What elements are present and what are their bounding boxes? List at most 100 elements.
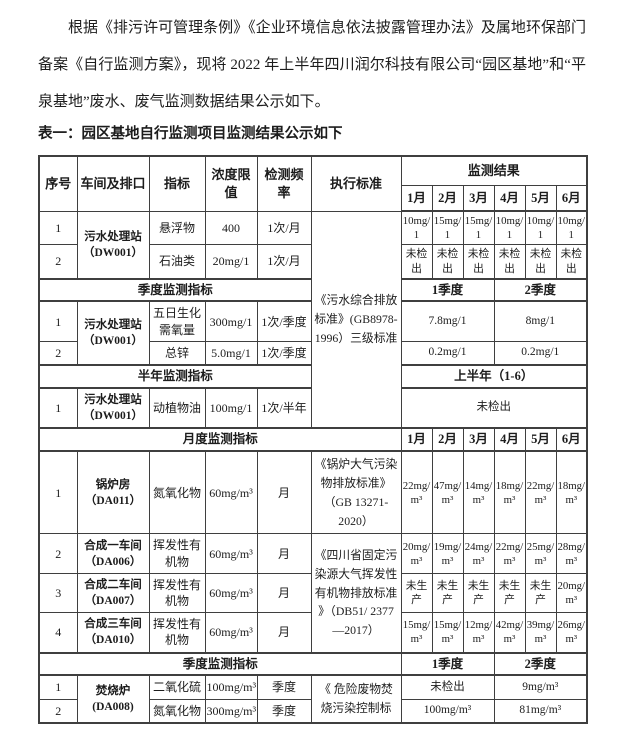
workshop-outlet: 污水处理站（DW001）: [76, 387, 150, 429]
header-cell-workshop: 车间及排口: [76, 155, 150, 212]
result: 20mg/m³: [555, 572, 588, 614]
indicator: 悬浮物: [148, 210, 206, 246]
limit: 60mg/m³: [204, 612, 258, 654]
quarter-header: 2季度: [493, 277, 588, 303]
result: 24mg/m³: [462, 533, 495, 574]
indicator: 五日生化需氧量: [148, 300, 206, 342]
quarter-header: 1季度: [400, 651, 495, 677]
header-cell-limit: 浓度限值: [204, 155, 258, 212]
frequency: 1次/月: [256, 210, 312, 246]
workshop-outlet: 合成一车间（DA006）: [76, 533, 150, 574]
month-header: 6月: [555, 184, 588, 213]
result: 25mg/m³: [524, 533, 557, 574]
limit: 400: [204, 210, 258, 246]
header-cell-standard: 执行标准: [310, 155, 402, 212]
limit: 300mg/1: [204, 300, 258, 342]
result: 18mg/m³: [493, 450, 526, 535]
result: 12mg/m³: [462, 612, 495, 654]
section-band: 月度监测指标: [38, 427, 402, 452]
half-year-header: 上半年（1-6）: [400, 363, 588, 389]
result: 0.2mg/1: [400, 340, 495, 366]
limit: 300mg/m³: [204, 698, 258, 724]
result: 7.8mg/1: [400, 300, 495, 342]
result: 26mg/m³: [555, 612, 588, 654]
indicator: 氮氧化物: [148, 698, 206, 724]
result: 未检出: [431, 244, 464, 280]
result: 81mg/m³: [493, 698, 588, 724]
limit: 20mg/1: [204, 244, 258, 280]
month-header: 3月: [462, 427, 495, 452]
result: 15mg/m³: [400, 612, 433, 654]
indicator: 二氧化硫: [148, 674, 206, 700]
result: 47mg/m³: [431, 450, 464, 535]
result: 20mg/m³: [400, 533, 433, 574]
frequency: 月: [256, 572, 312, 614]
result: 15mg/1: [431, 210, 464, 246]
result: 19mg/m³: [431, 533, 464, 574]
frequency: 1次/月: [256, 244, 312, 280]
result: 15mg/1: [462, 210, 495, 246]
month-header: 5月: [524, 427, 557, 452]
intro-paragraph: 根据《排污许可管理条例》《企业环境信息依法披露管理办法》及属地环保部门备案《自行…: [38, 20, 586, 110]
limit: 60mg/m³: [204, 572, 258, 614]
standard: 《四川省固定污染源大气挥发性有机物排放标准 》（DB51/ 2377—2017）: [310, 533, 402, 654]
workshop-outlet: 焚烧炉(DA008): [76, 674, 150, 724]
result: 22mg/m³: [493, 533, 526, 574]
result: 未生产: [493, 572, 526, 614]
row-index: 2: [38, 698, 78, 724]
workshop-outlet: 合成二车间（DA007）: [76, 572, 150, 614]
result: 10mg/1: [493, 210, 526, 246]
result: 未生产: [431, 572, 464, 614]
result: 22mg/m³: [524, 450, 557, 535]
result: 未生产: [462, 572, 495, 614]
month-header: 2月: [431, 427, 464, 452]
month-header: 2月: [431, 184, 464, 213]
result: 未检出: [400, 387, 588, 429]
month-header: 4月: [493, 427, 526, 452]
header-cell-indicator: 指标: [148, 155, 206, 212]
table-caption: 表一：园区基地自行监测项目监测结果公示如下: [38, 126, 343, 143]
limit: 60mg/m³: [204, 450, 258, 535]
result: 未检出: [524, 244, 557, 280]
row-index: 1: [38, 674, 78, 700]
standard: 《污水综合排放标准》(GB8978-1996）三级标准: [310, 210, 402, 429]
month-header: 6月: [555, 427, 588, 452]
limit: 60mg/m³: [204, 533, 258, 574]
monitoring-table-body: 序号 车间及排口 指标 浓度限值 检测频率 执行标准 监测结果 1月 2月 3月 4月 5月 6月 1 污水…: [38, 155, 588, 724]
frequency: 1次/季度: [256, 300, 312, 342]
indicator: 挥发性有机物: [148, 533, 206, 574]
quarter-header: 2季度: [493, 651, 588, 677]
limit: 5.0mg/1: [204, 340, 258, 366]
month-header: 1月: [400, 184, 433, 213]
result: 9mg/m³: [493, 674, 588, 700]
result: 14mg/m³: [462, 450, 495, 535]
row-index: 4: [38, 612, 78, 654]
result: 未检出: [555, 244, 588, 280]
indicator: 氮氧化物: [148, 450, 206, 535]
result: 8mg/1: [493, 300, 588, 342]
month-header: 1月: [400, 427, 433, 452]
result: 未检出: [462, 244, 495, 280]
row-index: 2: [38, 533, 78, 574]
result: 100mg/m³: [400, 698, 495, 724]
frequency: 季度: [256, 698, 312, 724]
result: 未检出: [493, 244, 526, 280]
result: 10mg/1: [555, 210, 588, 246]
indicator: 挥发性有机物: [148, 612, 206, 654]
limit: 100mg/m³: [204, 674, 258, 700]
workshop-outlet: 污水处理站（DW001）: [76, 300, 150, 366]
indicator: 总锌: [148, 340, 206, 366]
frequency: 1次/季度: [256, 340, 312, 366]
result: 42mg/m³: [493, 612, 526, 654]
row-index: 2: [38, 244, 78, 280]
result: 22mg/m³: [400, 450, 433, 535]
frequency: 1次/半年: [256, 387, 312, 429]
section-band: 季度监测指标: [38, 651, 402, 677]
standard: 《锅炉大气污染物排放标准》（GB 13271-2020）: [310, 450, 402, 535]
result: 28mg/m³: [555, 533, 588, 574]
section-band: 季度监测指标: [38, 277, 312, 303]
indicator: 石油类: [148, 244, 206, 280]
section-band: 半年监测指标: [38, 363, 312, 389]
frequency: 月: [256, 612, 312, 654]
